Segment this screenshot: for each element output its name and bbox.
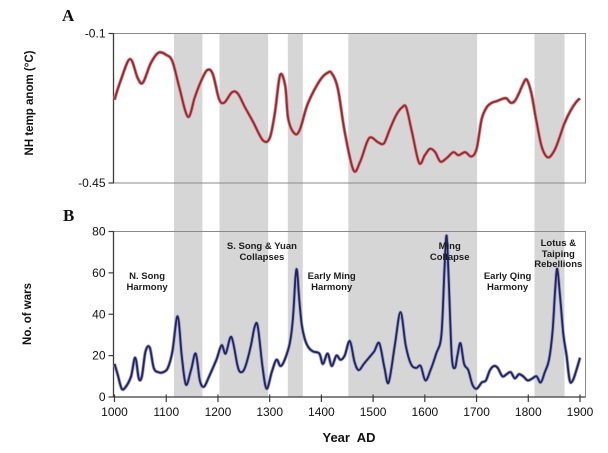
annotation-earlyming-harmony: Early Ming Harmony (307, 271, 356, 293)
year-xtick-label: 1000 (101, 405, 128, 419)
year-xtick-label: 1500 (360, 405, 387, 419)
temp-anomaly-line (113, 51, 581, 173)
panel-a-letter: A (62, 6, 75, 25)
shaded-period-band-3 (348, 33, 478, 397)
annotation-ssongyuan-collapses: S. Song & Yuan Collapses (226, 241, 297, 263)
wars-ytick-label: 0 (99, 390, 106, 404)
panel-b-letter: B (63, 206, 75, 225)
temp-ytick-label: -0.1 (85, 27, 106, 41)
wars-ytick-label: 40 (92, 307, 106, 321)
annotation-lotus-taiping-rebellions: Lotus & Taiping Rebellions (534, 238, 583, 270)
year-xtick-label: 1600 (411, 405, 438, 419)
wars-ytick-label: 20 (92, 349, 106, 363)
year-xtick-label: 1800 (515, 405, 542, 419)
year-xtick-label: 1900 (567, 405, 594, 419)
wars-y-axis-label: No. of wars (22, 283, 34, 345)
shaded-period-band-4 (534, 33, 565, 397)
temp-y-axis-label: NH temp anom (°C) (24, 50, 36, 156)
year-xtick-label: 1400 (308, 405, 335, 419)
year-xtick-label: 1700 (463, 405, 490, 419)
wars-line (113, 234, 581, 391)
wars-ytick-label: 60 (92, 266, 106, 280)
year-xtick-label: 1200 (205, 405, 232, 419)
year-xtick-label: 1100 (153, 405, 179, 419)
x-axis-label: Year AD (322, 430, 376, 445)
annotation-nsong-harmony: N. Song Harmony (126, 271, 168, 293)
year-xtick-label: 1300 (256, 405, 283, 419)
temp-ytick-label: -0.45 (78, 176, 106, 190)
annotation-ming-collapse: Ming Collapse (429, 241, 470, 263)
annotation-earlyqing-harmony: Early Qing Harmony (483, 271, 532, 293)
wars-ytick-label: 80 (92, 225, 106, 239)
